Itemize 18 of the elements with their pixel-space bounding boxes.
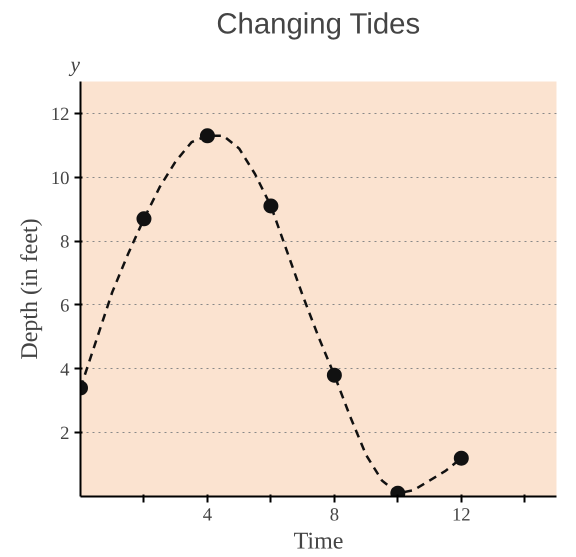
chart-title: Changing Tides (216, 8, 420, 40)
y-tick-label: 4 (60, 359, 70, 380)
point (454, 450, 469, 466)
y-tick-label: 12 (50, 104, 70, 125)
y-tick-label: 2 (60, 423, 70, 444)
x-tick-label: 12 (452, 504, 471, 526)
point (136, 211, 152, 226)
point (200, 128, 215, 144)
point (326, 368, 342, 383)
x-tick-label: 8 (330, 504, 340, 526)
point (263, 198, 278, 214)
text: y (68, 52, 80, 76)
x-tick-label: 4 (202, 504, 213, 526)
y-tick-label: 8 (60, 232, 70, 253)
y-axis-title: Depth (in feet) (16, 218, 43, 360)
y-tick-label: 6 (60, 295, 70, 316)
x-axis-title: Time (294, 528, 344, 554)
y-tick-label: 10 (50, 168, 70, 189)
